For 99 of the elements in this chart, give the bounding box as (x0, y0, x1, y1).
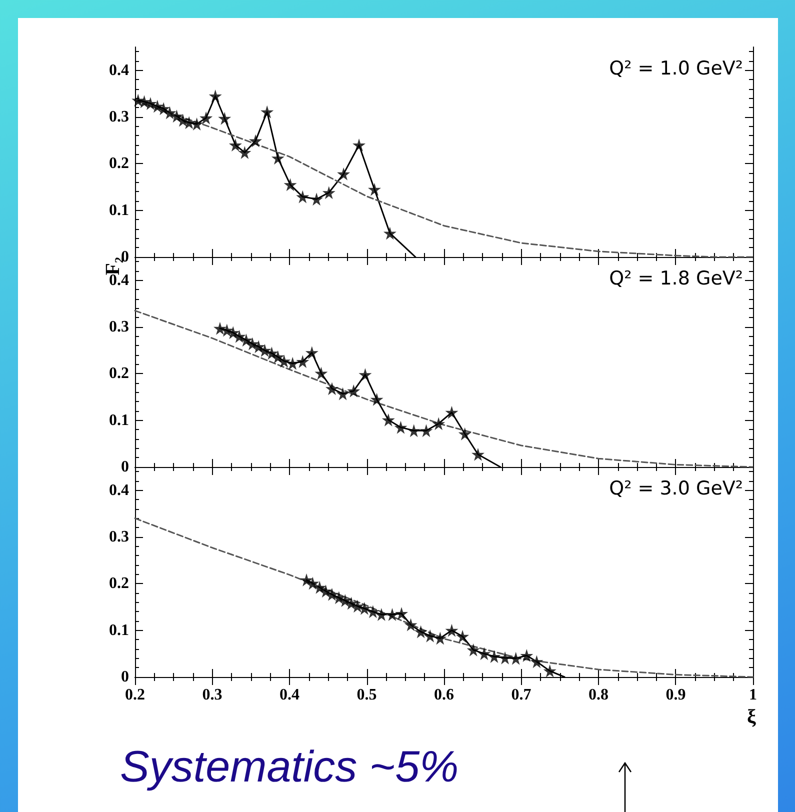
y-tick-label: 0.3 (109, 528, 129, 546)
point (258, 344, 272, 357)
point (466, 643, 480, 656)
point (300, 573, 313, 586)
annotation: Q² = 1.8 GeV² (609, 268, 744, 290)
point (509, 652, 522, 665)
y-tick-label: 0.3 (109, 318, 129, 336)
point (286, 356, 300, 370)
point (144, 96, 157, 110)
point (240, 334, 253, 347)
point (458, 427, 472, 440)
x-tick-label: 1 (749, 686, 757, 704)
point (265, 346, 278, 360)
point (347, 384, 360, 398)
point (358, 368, 372, 382)
point (382, 413, 395, 426)
point (305, 346, 318, 360)
point (520, 649, 534, 662)
point (386, 608, 399, 621)
point (310, 192, 324, 206)
point (218, 112, 232, 125)
point (322, 186, 336, 200)
annotation: Q² = 3.0 GeV² (609, 478, 744, 500)
point (170, 110, 184, 123)
point (200, 111, 213, 124)
point (434, 632, 447, 645)
text: Systematics ~5% (120, 742, 459, 792)
x-tick-label: 0.6 (434, 686, 454, 704)
point (232, 330, 246, 343)
point (366, 605, 380, 618)
point (226, 326, 240, 340)
point (420, 424, 433, 438)
x-tick-label: 0.5 (356, 686, 377, 704)
y-tick-label: 0.2 (109, 155, 129, 172)
point (530, 655, 544, 668)
point (314, 366, 328, 380)
point (296, 190, 310, 204)
x-tick-label: 0.7 (511, 686, 532, 704)
point (424, 629, 437, 642)
point (358, 602, 371, 615)
point (543, 664, 556, 678)
point (260, 105, 274, 118)
y-tick-label: 0.1 (109, 412, 129, 429)
point (445, 406, 458, 419)
point (271, 152, 284, 165)
y-tick-label: 0.4 (109, 482, 129, 499)
point (157, 102, 170, 116)
x-tick-label: 0.4 (280, 686, 300, 704)
y-tick-label: 0.2 (109, 575, 129, 592)
point (325, 382, 338, 396)
point (213, 322, 226, 335)
point (478, 647, 491, 660)
x-axis-title: ξ (747, 706, 756, 728)
point (350, 600, 364, 613)
point (252, 340, 266, 354)
point (374, 608, 388, 621)
y-tick-label: 0.2 (109, 365, 129, 382)
point (394, 420, 408, 434)
point (337, 167, 350, 180)
point (498, 651, 512, 664)
point (404, 618, 418, 632)
point (208, 90, 222, 102)
y-tick-label: 0.4 (109, 62, 129, 79)
point (296, 355, 310, 368)
point (456, 630, 470, 643)
point (352, 138, 366, 152)
point (414, 625, 428, 638)
point (471, 448, 484, 461)
point (370, 392, 384, 406)
annotation: Q² = 1.0 GeV² (609, 58, 744, 80)
point (395, 607, 408, 620)
y-tick-label: 0.1 (109, 622, 129, 639)
point (338, 594, 352, 607)
point (190, 118, 204, 130)
point (182, 116, 196, 130)
point (407, 424, 420, 438)
point (228, 138, 242, 152)
point (445, 624, 458, 637)
point (432, 417, 446, 430)
point (249, 134, 262, 148)
x-tick-label: 0.9 (666, 686, 686, 704)
x-tick-label: 0.8 (588, 686, 608, 704)
point (336, 387, 350, 400)
point (306, 576, 320, 590)
x-tick-label: 0.3 (202, 686, 222, 704)
y-tick-label: 0.1 (109, 202, 129, 219)
y-tick-label: 0 (121, 458, 129, 476)
point (383, 226, 396, 240)
y-tick-label: 0.3 (109, 108, 129, 126)
point (238, 146, 252, 159)
point (284, 178, 297, 192)
point (325, 588, 338, 601)
point (278, 354, 291, 368)
point (488, 650, 501, 663)
point (319, 584, 332, 598)
y-tick-label: 0 (121, 668, 129, 686)
point (332, 591, 346, 604)
point (163, 106, 176, 120)
point (368, 182, 381, 196)
